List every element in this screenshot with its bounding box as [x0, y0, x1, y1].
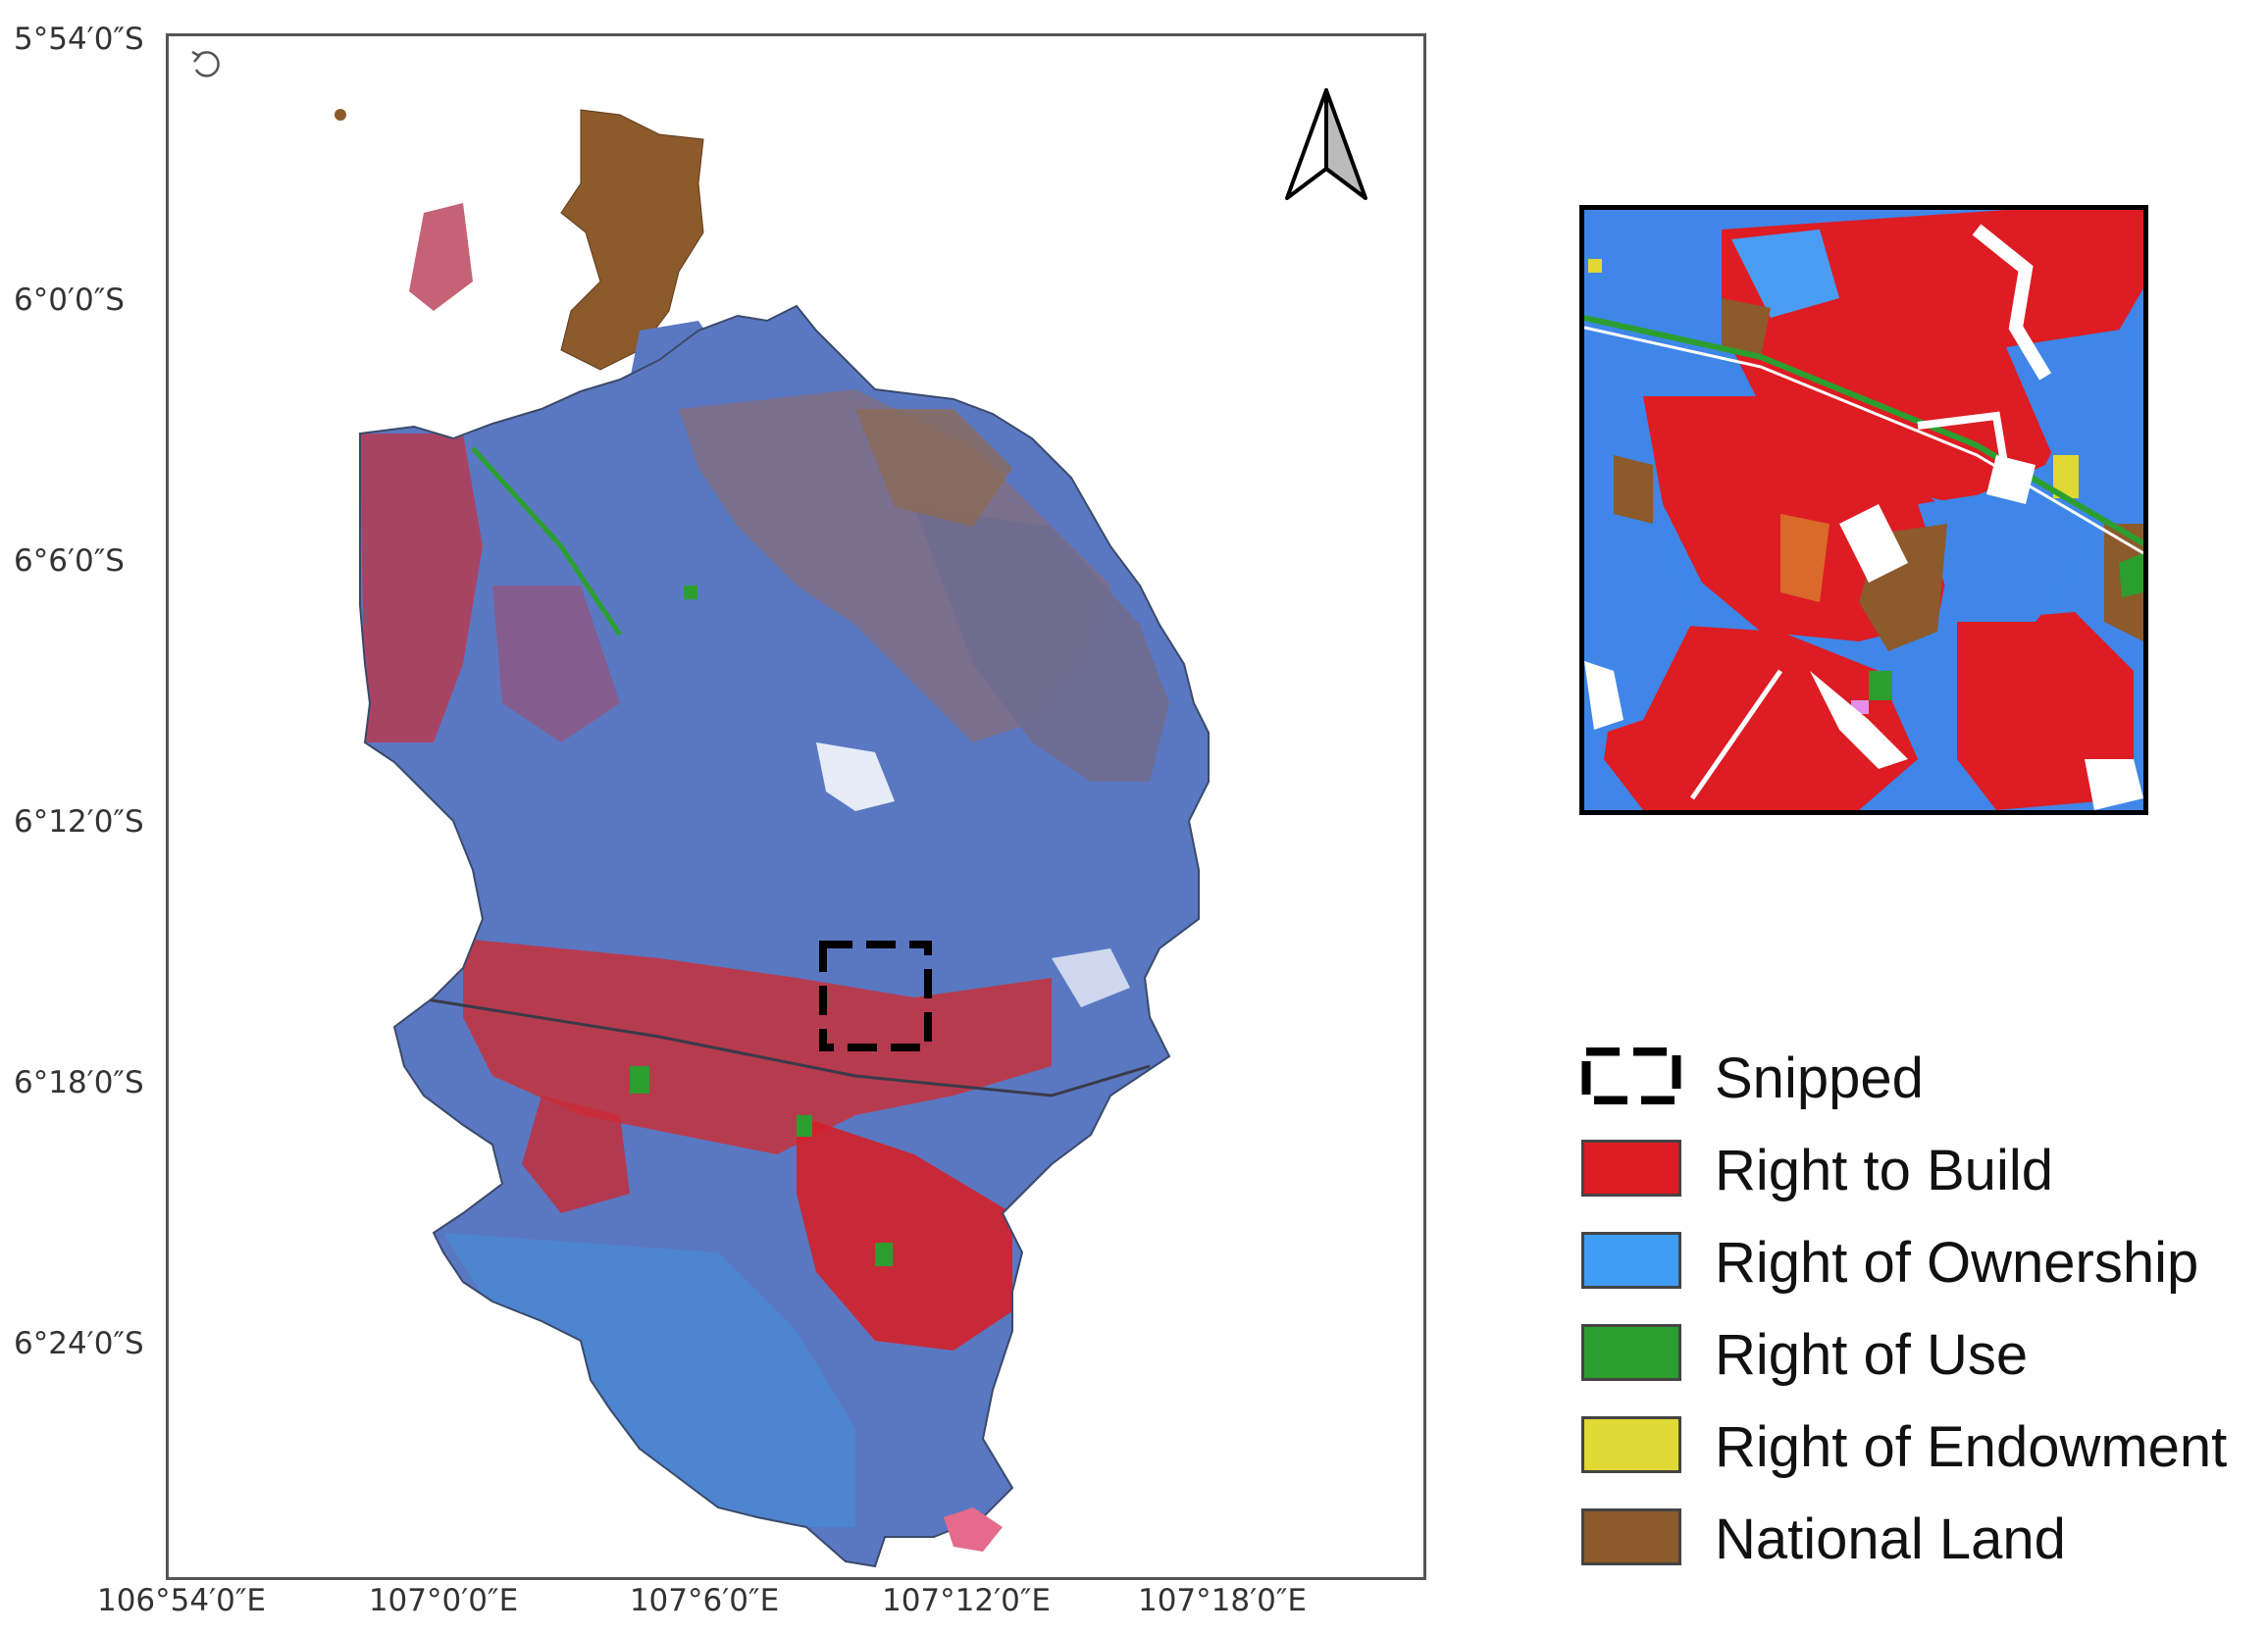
inset-map[interactable]	[1579, 205, 2148, 815]
right-of-use-swatch	[1581, 1324, 1681, 1381]
lat-label-6-12: 6°12′0″S	[14, 804, 144, 840]
refresh-icon[interactable]	[191, 50, 220, 77]
legend-label-right-to-build: Right to Build	[1715, 1139, 2053, 1202]
lat-label-6-24: 6°24′0″S	[14, 1326, 144, 1361]
lat-label-6-6: 6°6′0″S	[14, 543, 125, 579]
lon-label-106-54: 106°54′0″E	[96, 1583, 267, 1618]
north-arrow-icon	[1285, 88, 1367, 200]
snipped-area-box[interactable]	[819, 941, 932, 1051]
right-of-endowment-swatch	[1581, 1416, 1681, 1473]
legend-label-right-of-endowment: Right of Endowment	[1715, 1415, 2228, 1479]
inset-map-svg	[1584, 210, 2143, 810]
lon-label-107-18: 107°18′0″E	[1137, 1583, 1308, 1618]
right-of-ownership-swatch	[1581, 1232, 1681, 1289]
main-map-svg	[191, 50, 1367, 1568]
main-map-frame[interactable]	[166, 33, 1426, 1580]
legend-item-national-land: National Land	[1581, 1501, 2268, 1571]
lon-label-107-12: 107°12′0″E	[881, 1583, 1052, 1618]
national-land-swatch	[1581, 1508, 1681, 1565]
lon-label-107-0: 107°0′0″E	[368, 1583, 519, 1618]
snipped-swatch-icon	[1581, 1047, 1681, 1104]
legend-label-right-of-use: Right of Use	[1715, 1323, 2029, 1387]
legend-item-snipped: Snipped	[1581, 1040, 2268, 1110]
lat-label-5-54: 5°54′0″S	[14, 22, 144, 57]
legend-label-national-land: National Land	[1715, 1507, 2066, 1571]
lat-label-6-18: 6°18′0″S	[14, 1065, 144, 1100]
lon-label-107-6: 107°6′0″E	[629, 1583, 780, 1618]
legend-item-right-of-ownership: Right of Ownership	[1581, 1224, 2268, 1295]
legend-item-right-to-build: Right to Build	[1581, 1132, 2268, 1202]
legend-label-right-of-ownership: Right of Ownership	[1715, 1231, 2199, 1295]
right-to-build-swatch	[1581, 1140, 1681, 1197]
legend-item-right-of-endowment: Right of Endowment	[1581, 1408, 2268, 1479]
legend-item-right-of-use: Right of Use	[1581, 1316, 2268, 1387]
legend-label-snipped: Snipped	[1715, 1047, 1924, 1110]
lat-label-6-0: 6°0′0″S	[14, 282, 125, 318]
